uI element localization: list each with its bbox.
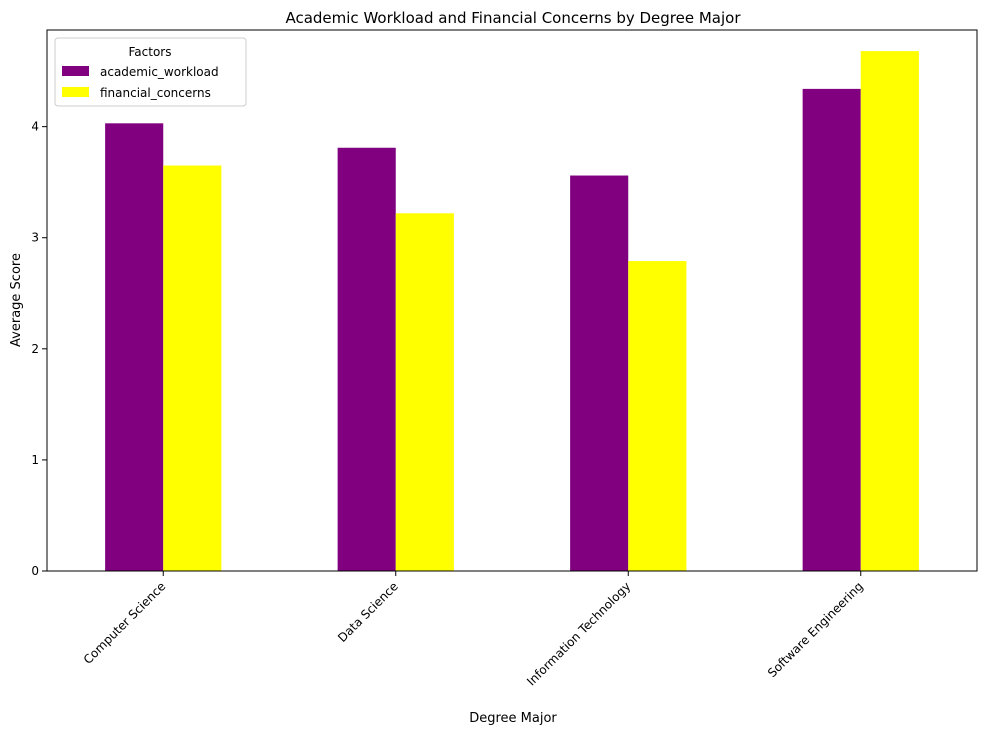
- chart-title: Academic Workload and Financial Concerns…: [285, 9, 741, 27]
- x-tick-label: Information Technology: [524, 579, 633, 688]
- y-tick-label: 4: [31, 120, 39, 134]
- legend-title: Factors: [129, 45, 172, 59]
- legend-label-financial-concerns: financial_concerns: [100, 86, 211, 100]
- y-tick-label: 0: [31, 564, 39, 578]
- bar-academic-workload-0: [105, 123, 164, 571]
- bar-academic-workload-1: [337, 147, 396, 571]
- x-tick-label: Data Science: [335, 579, 401, 645]
- y-axis: 0 1 2 3 4: [31, 120, 47, 578]
- bar-financial-concerns-1: [395, 213, 454, 571]
- x-tick-label: Computer Science: [81, 579, 169, 667]
- x-tick-label: Software Engineering: [765, 579, 866, 680]
- y-tick-label: 3: [31, 231, 39, 245]
- bars-group: [105, 51, 919, 572]
- plot-frame: [46, 29, 978, 572]
- bar-financial-concerns-2: [628, 261, 687, 571]
- bar-financial-concerns-3: [860, 51, 919, 572]
- legend: Factors academic_workload financial_conce…: [54, 37, 247, 107]
- bar-financial-concerns-0: [163, 165, 222, 572]
- legend-swatch-academic-workload: [62, 66, 89, 76]
- x-axis-label: Degree Major: [469, 711, 557, 726]
- y-tick-label: 2: [31, 342, 39, 356]
- legend-box: [54, 37, 247, 107]
- legend-swatch-financial-concerns: [62, 87, 89, 97]
- x-axis: Computer Science Data Science Information …: [81, 571, 866, 688]
- y-tick-label: 1: [31, 453, 39, 467]
- legend-label-academic-workload: academic_workload: [100, 65, 219, 79]
- bar-academic-workload-3: [802, 88, 861, 571]
- y-axis-label: Average Score: [9, 253, 24, 347]
- bar-academic-workload-2: [570, 175, 629, 571]
